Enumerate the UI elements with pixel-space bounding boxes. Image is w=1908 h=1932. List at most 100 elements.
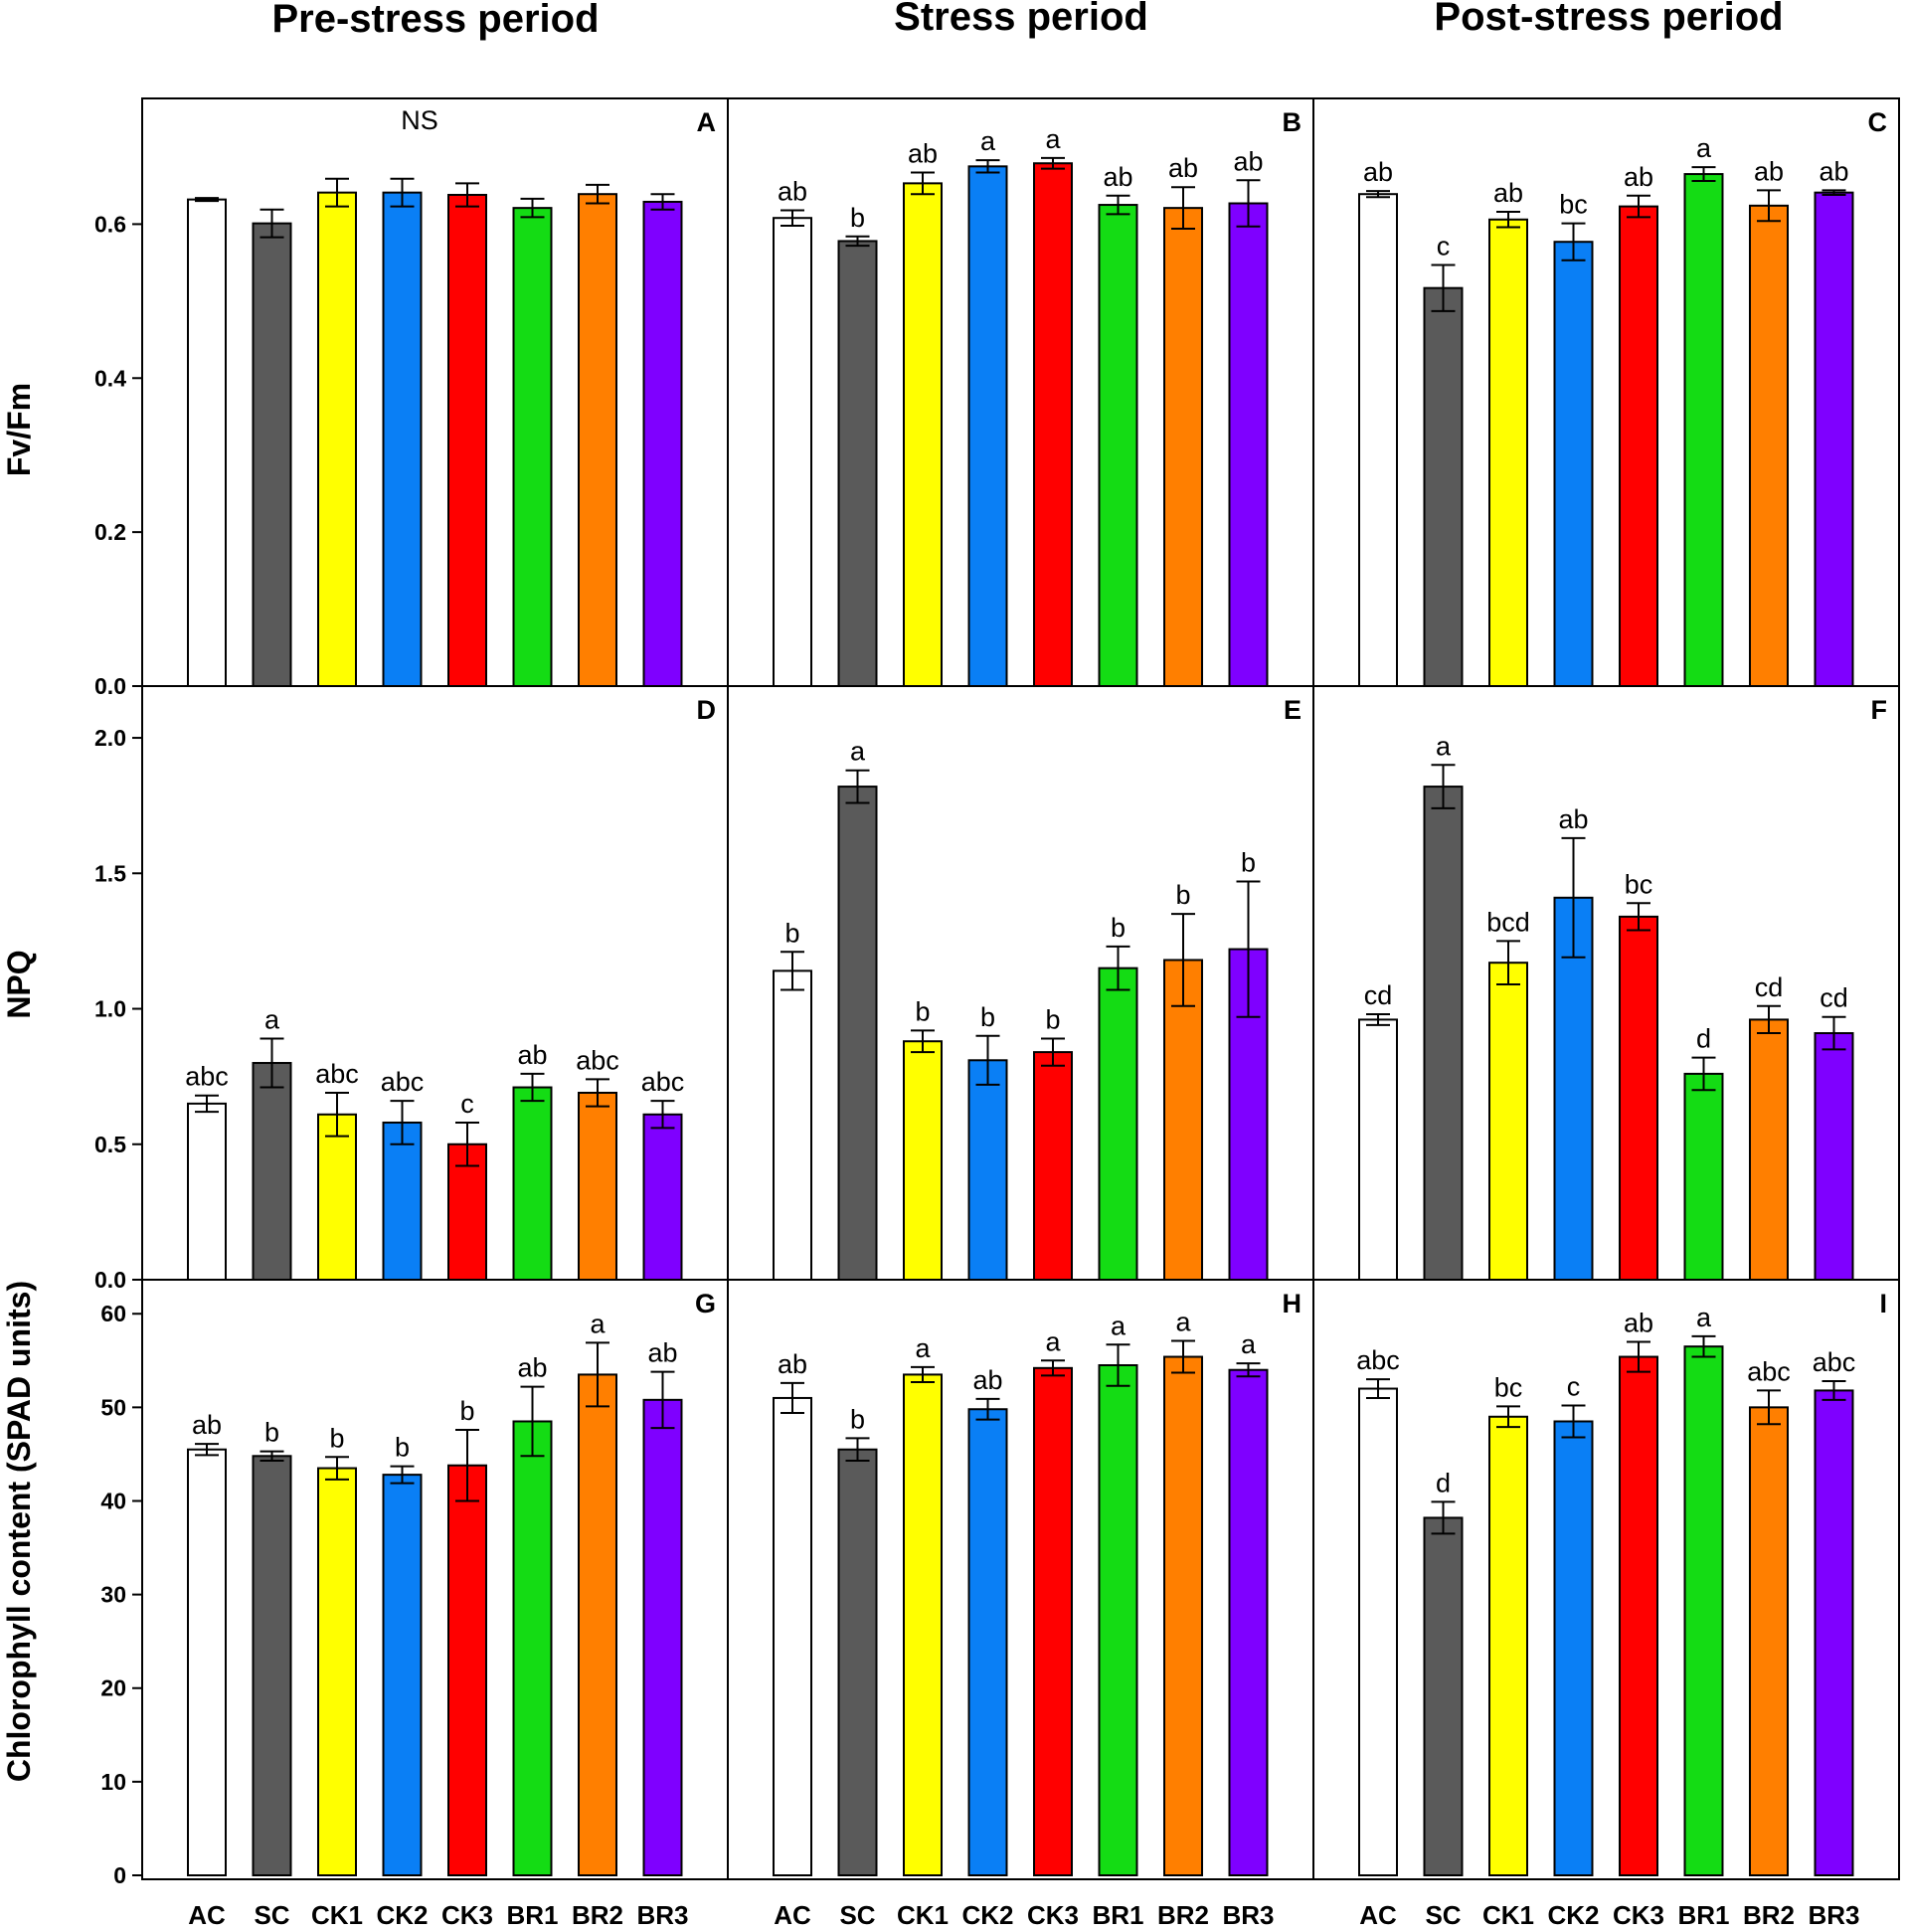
panel-b-sig-label-br2: ab [1168,153,1198,183]
panel-c-sig-label-ac: ab [1363,157,1393,187]
panel-b-sig-label-br3: ab [1233,146,1263,176]
y-tick-label-chlorophyll-content-spad-units--5: 50 [100,1394,126,1420]
panel-c-sig-label-ck3: ab [1624,162,1653,192]
panel-g-sig-label-br3: ab [647,1338,677,1368]
panel-i-sig-label-ck3: ab [1624,1308,1653,1337]
panel-h-category-label-ck1: CK1 [897,1900,949,1930]
panel-g-bar-br3 [642,1398,683,1877]
panel-h-sig-label-ck2: ab [972,1365,1002,1395]
panel-h-bar-ac [773,1396,812,1876]
panel-i-letter: I [1879,1289,1887,1318]
panel-d-sig-label-sc: a [264,1004,280,1034]
ylabel-npq: NPQ [1,950,37,1018]
panel-c-bar-ac [1358,193,1398,687]
panel-e-sig-label-ck1: b [915,996,930,1026]
panel-c-letter: C [1868,107,1888,137]
panel-g-category-label-br3: BR3 [636,1900,688,1930]
panel-b-bar-ck2 [967,165,1008,688]
panel-e-bar-ck3 [1033,1051,1073,1281]
panel-e-bar-ac [773,969,812,1281]
y-tick-label-fv-fm-3: 0.6 [94,211,126,237]
panel-a-bar-ac [187,198,227,688]
panel-d-sig-label-ck1: abc [315,1059,359,1089]
panel-e-letter: E [1284,695,1301,725]
panel-i-category-label-ck3: CK3 [1613,1900,1664,1930]
y-tick-label-chlorophyll-content-spad-units--2: 20 [100,1675,126,1701]
panel-g-sig-label-ck2: b [395,1433,410,1463]
panel-g-category-label-br1: BR1 [506,1900,558,1930]
panel-h-category-label-br3: BR3 [1222,1900,1274,1930]
panel-h-sig-label-br1: a [1111,1311,1127,1340]
panel-f-sig-label-ck3: bc [1625,869,1653,899]
panel-f-bar-br3 [1814,1032,1854,1282]
panel-c-bar-ck1 [1488,218,1528,687]
panel-i-bar-sc [1423,1516,1464,1877]
panel-h-category-label-ck3: CK3 [1027,1900,1079,1930]
panel-d-bar-br2 [578,1091,617,1282]
panel-g-category-label-ac: AC [188,1900,226,1930]
panel-a-bar-ck1 [317,191,357,687]
panel-a-bar-ck3 [447,193,487,687]
panel-c-bar-sc [1423,286,1464,687]
panel-e-bar-br1 [1098,966,1138,1281]
panel-f-bar-ac [1358,1018,1398,1281]
panel-h-category-label-sc: SC [839,1900,875,1930]
panel-c-sig-label-sc: c [1437,231,1451,261]
panel-b-bar-br3 [1228,202,1269,687]
panel-e-bar-sc [837,786,878,1281]
panel-e-bar-br2 [1163,959,1203,1281]
panel-h-bar-ck1 [903,1373,943,1877]
panel-h-category-label-br2: BR2 [1157,1900,1209,1930]
y-tick-label-npq-2: 1.0 [94,996,126,1022]
panel-a-ns-note: NS [401,105,438,135]
panel-f-letter: F [1871,695,1888,725]
panel-i-sig-label-ac: abc [1356,1345,1400,1375]
panel-d-bar-ck1 [317,1113,357,1281]
panel-b-sig-label-sc: b [850,203,865,233]
panel-h-bar-ck3 [1033,1366,1073,1877]
y-tick-label-npq-0: 0.0 [94,1267,126,1293]
panel-i-category-label-br1: BR1 [1677,1900,1729,1930]
y-tick-label-fv-fm-1: 0.2 [94,519,126,545]
panel-f-sig-label-ck2: ab [1558,804,1588,834]
panel-d-sig-label-br1: ab [517,1040,547,1070]
panel-i-category-label-ck2: CK2 [1547,1900,1599,1930]
panel-g-sig-label-ck1: b [329,1423,344,1453]
panel-c-bar-br1 [1683,173,1724,687]
panel-i-bar-ck1 [1488,1415,1528,1877]
panel-d-bar-ac [187,1102,227,1281]
panel-b-sig-label-br1: ab [1103,162,1132,192]
panel-i-category-label-ac: AC [1359,1900,1397,1930]
panel-b-sig-label-ac: ab [778,176,807,206]
panel-b-sig-label-ck2: a [980,126,996,156]
panel-a-bar-sc [252,222,292,688]
panel-h-sig-label-ck1: a [915,1333,931,1363]
panel-g-category-label-br2: BR2 [572,1900,623,1930]
panel-g-sig-label-ac: ab [192,1410,222,1440]
panel-g-sig-label-br2: a [590,1309,606,1338]
panel-i-sig-label-br3: abc [1813,1347,1856,1377]
y-tick-label-chlorophyll-content-spad-units--6: 60 [100,1301,126,1326]
panel-g-bar-ck2 [382,1474,423,1876]
panel-d-bar-ck2 [382,1121,423,1281]
panel-d-sig-label-ac: abc [185,1062,229,1092]
panel-f-bar-br2 [1749,1018,1789,1281]
panel-g-category-label-ck2: CK2 [376,1900,428,1930]
panel-a-bar-br1 [512,207,553,687]
panel-b-letter: B [1283,107,1302,137]
panel-d-bar-br3 [642,1113,683,1281]
y-tick-label-fv-fm-0: 0.0 [94,673,126,699]
panel-h-bar-br1 [1098,1364,1138,1876]
panel-h-sig-label-br3: a [1241,1329,1257,1359]
panel-c-sig-label-ck1: ab [1493,178,1523,208]
panel-e-sig-label-br1: b [1111,913,1126,943]
y-tick-label-chlorophyll-content-spad-units--4: 40 [100,1488,126,1513]
y-tick-label-npq-3: 1.5 [94,860,126,886]
panel-c-sig-label-br3: ab [1819,156,1848,186]
panel-d-sig-label-br3: abc [641,1067,685,1097]
panel-h-bar-sc [837,1448,878,1876]
panel-g-letter: G [695,1289,716,1318]
panel-f-bar-br1 [1683,1072,1724,1282]
